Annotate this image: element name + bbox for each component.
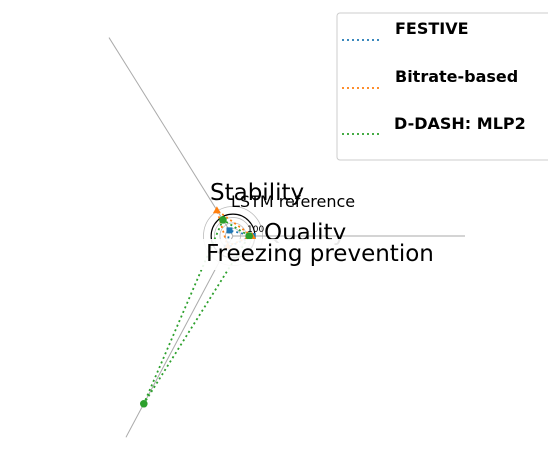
axis-label-stability: Stability — [210, 180, 304, 206]
legend-label-bitrate: Bitrate-based — [395, 67, 518, 86]
legend: FESTIVE Bitrate-based D-DASH: MLP2 — [336, 12, 548, 161]
legend-label-festive: FESTIVE — [395, 19, 469, 38]
axis-spoke — [108, 37, 234, 237]
reference-label: LSTM reference — [231, 192, 355, 211]
series-point — [140, 399, 148, 408]
legend-box — [336, 12, 548, 161]
series-line — [142, 218, 251, 405]
series-point — [219, 216, 227, 224]
series-point — [212, 206, 221, 214]
series-line — [215, 207, 254, 248]
series-point — [226, 227, 233, 234]
tick-label: 100 — [247, 225, 264, 235]
axis-label-freezing-prevention: Freezing prevention — [206, 241, 434, 267]
freezing-label-box — [200, 239, 448, 270]
legend-label-ddash: D-DASH: MLP2 — [394, 114, 526, 133]
series-point — [245, 232, 253, 240]
